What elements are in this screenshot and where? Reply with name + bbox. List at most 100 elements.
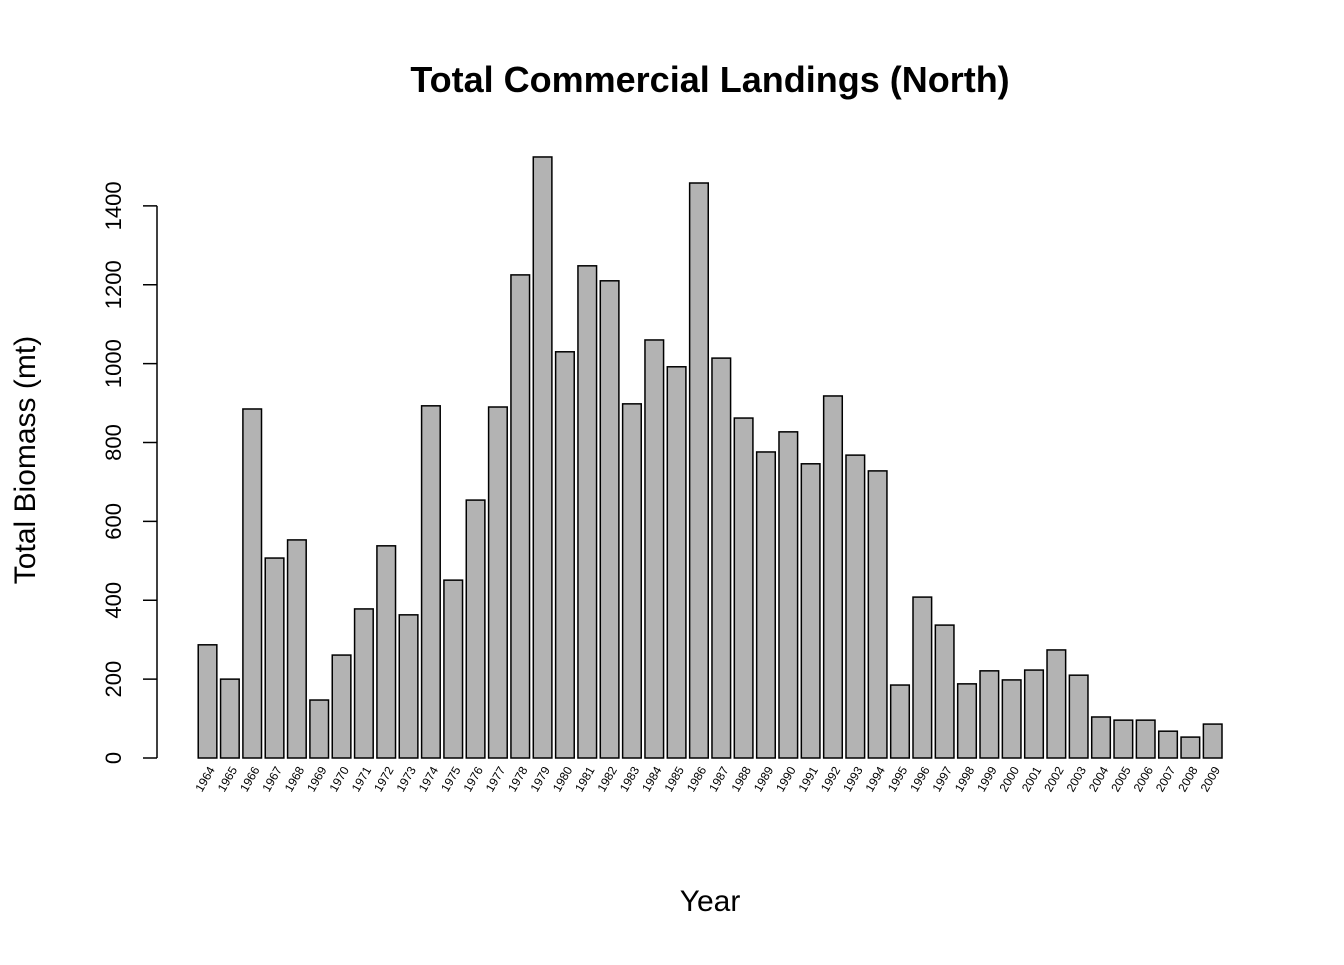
x-tick-label: 1970 — [326, 764, 352, 794]
x-tick-label: 1989 — [751, 764, 777, 794]
x-tick-label: 1995 — [885, 764, 911, 794]
y-tick-label: 1200 — [101, 260, 126, 309]
x-tick-label: 1978 — [505, 764, 531, 794]
bar — [1113, 719, 1134, 759]
bar — [286, 539, 307, 759]
x-tick-label: 2000 — [997, 764, 1023, 794]
bar — [845, 454, 866, 759]
bar — [510, 274, 531, 759]
x-tick-label: 2009 — [1198, 764, 1224, 794]
x-tick-label: 1981 — [572, 764, 598, 794]
x-tick-label: 1967 — [259, 764, 285, 794]
bar — [800, 463, 821, 759]
x-tick-label: 1966 — [237, 764, 263, 794]
x-tick-label: 1965 — [215, 764, 241, 794]
x-tick-label: 2008 — [1175, 764, 1201, 794]
x-tick-label: 2003 — [1064, 764, 1090, 794]
x-tick-label: 1971 — [349, 764, 375, 794]
bar — [1001, 679, 1022, 759]
bar — [242, 408, 263, 759]
bar — [1090, 716, 1112, 759]
x-tick-label: 1986 — [684, 764, 710, 794]
bar — [688, 182, 709, 759]
bar — [912, 596, 933, 759]
bar — [711, 357, 732, 759]
bar — [331, 654, 352, 759]
bar — [554, 351, 575, 759]
bar — [934, 624, 955, 759]
bar — [487, 406, 508, 759]
x-tick-label: 1984 — [639, 764, 665, 794]
bar — [219, 678, 240, 759]
x-tick-label: 1994 — [863, 764, 889, 794]
y-tick-label: 600 — [101, 503, 126, 540]
x-tick-label: 1969 — [304, 764, 330, 794]
x-tick-label: 1975 — [438, 764, 464, 794]
y-tick-label: 200 — [101, 661, 126, 698]
bar — [1202, 723, 1223, 759]
chart-title: Total Commercial Landings (North) — [410, 59, 1009, 100]
x-tick-label: 1987 — [706, 764, 732, 794]
x-tick-label: 1977 — [483, 764, 509, 794]
x-tick-label: 2004 — [1086, 764, 1112, 794]
x-tick-label: 1990 — [773, 764, 799, 794]
bar — [420, 405, 441, 759]
y-tick-label: 0 — [101, 752, 126, 764]
bar — [599, 280, 620, 759]
x-tick-label: 1988 — [728, 764, 754, 794]
x-tick-label: 2002 — [1041, 764, 1067, 794]
bar — [889, 684, 911, 759]
bar — [398, 614, 419, 759]
x-tick-label: 1983 — [617, 764, 643, 794]
y-axis-label: Total Biomass (mt) — [9, 336, 42, 584]
bar — [1180, 736, 1201, 759]
bar — [755, 451, 777, 759]
x-tick-label: 1991 — [795, 764, 821, 794]
bar — [309, 699, 330, 759]
x-tick-label: 1980 — [550, 764, 576, 794]
x-tick-label: 1999 — [974, 764, 1000, 794]
x-tick-label: 2005 — [1108, 764, 1134, 794]
x-tick-label: 1964 — [192, 764, 218, 794]
x-tick-label: 1982 — [594, 764, 620, 794]
bar — [956, 683, 978, 759]
bar — [1135, 719, 1156, 759]
bar — [376, 545, 397, 759]
x-tick-label: 1992 — [818, 764, 844, 794]
bar — [666, 366, 687, 759]
x-tick-label: 2001 — [1019, 764, 1045, 794]
bar — [822, 395, 844, 759]
x-tick-label: 1993 — [840, 764, 866, 794]
y-tick-label: 1000 — [101, 339, 126, 388]
x-tick-label: 1985 — [661, 764, 687, 794]
x-tick-label: 1998 — [952, 764, 978, 794]
bar — [1068, 674, 1089, 759]
x-tick-label: 1972 — [371, 764, 397, 794]
x-axis-label: Year — [680, 885, 741, 918]
x-tick-label: 1976 — [460, 764, 486, 794]
bar — [443, 579, 464, 759]
x-tick-label: 1996 — [907, 764, 933, 794]
bar — [532, 156, 553, 759]
bar — [264, 557, 285, 759]
bar — [979, 670, 1000, 759]
bar — [1046, 649, 1067, 759]
bar — [353, 608, 374, 759]
bar — [867, 470, 888, 759]
bar — [778, 431, 799, 759]
x-tick-label: 1974 — [416, 764, 442, 794]
bar — [197, 644, 218, 759]
x-tick-label: 1968 — [282, 764, 308, 794]
bar — [621, 403, 642, 759]
y-tick-label: 400 — [101, 582, 126, 619]
bar — [1157, 730, 1179, 759]
x-tick-label: 2006 — [1131, 764, 1157, 794]
bar — [577, 265, 598, 759]
y-tick-label: 800 — [101, 424, 126, 461]
bar — [644, 339, 665, 759]
x-tick-label: 1973 — [393, 764, 419, 794]
x-tick-label: 1997 — [930, 764, 956, 794]
bar — [733, 417, 754, 759]
x-tick-label: 1979 — [527, 764, 553, 794]
